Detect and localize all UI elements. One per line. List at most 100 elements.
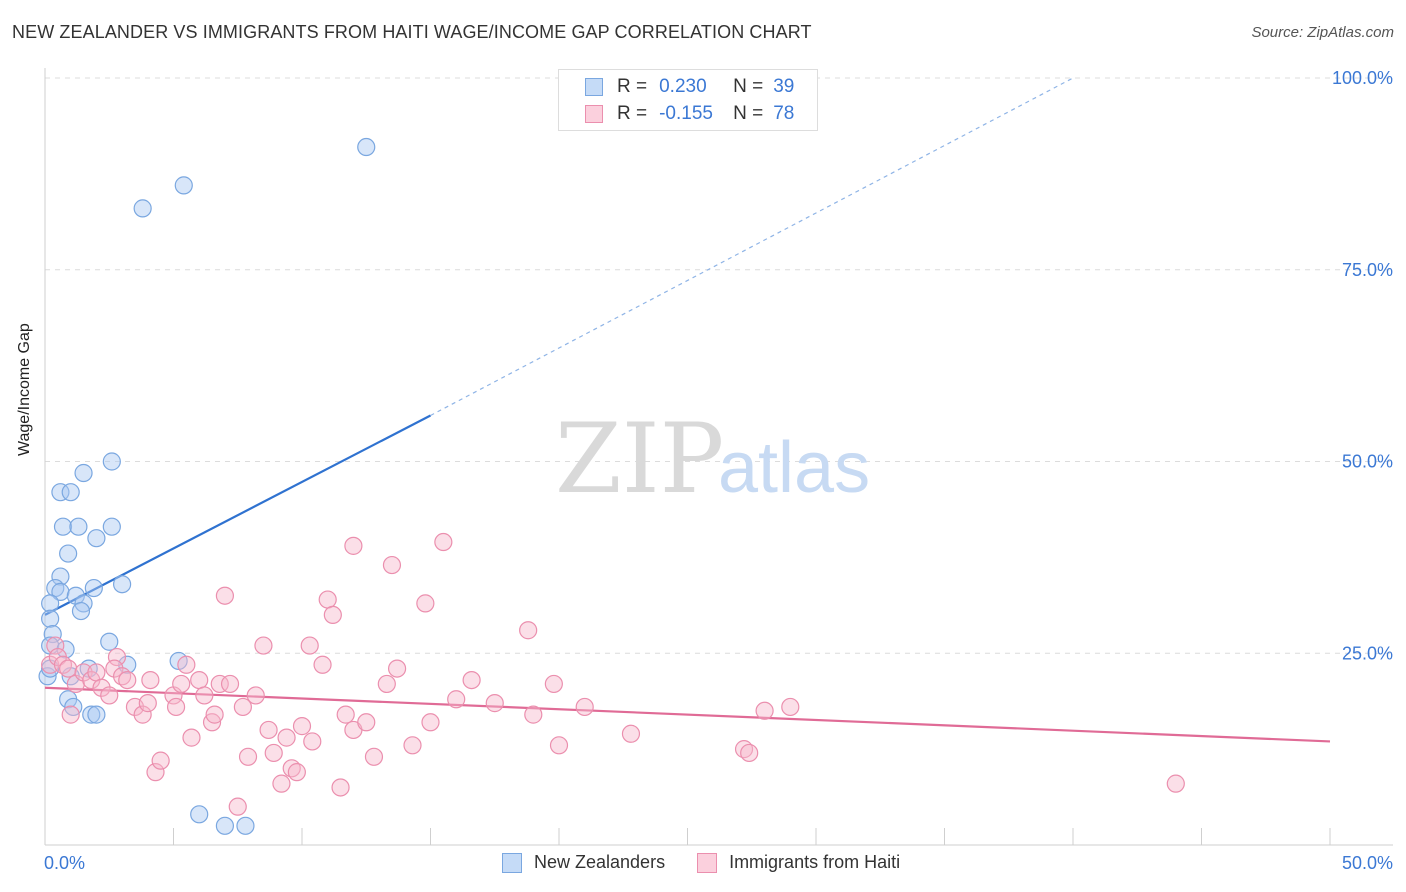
legend-item-new-zealanders[interactable]: New Zealanders: [502, 852, 665, 873]
trend-lines: [44, 77, 1331, 743]
new-zealander-point: [236, 816, 255, 835]
haiti-point: [182, 728, 201, 747]
new-zealander-point: [87, 705, 106, 724]
new-zealander-point: [51, 582, 70, 601]
haiti-point: [177, 655, 196, 674]
new-zealander-point: [51, 567, 70, 586]
new-zealander-point: [102, 452, 121, 471]
haiti-point: [46, 636, 65, 655]
legend-n-value: 39: [773, 76, 795, 97]
haiti-point: [323, 605, 342, 625]
haiti-trend-line: [44, 686, 1331, 743]
new-zealander-point: [84, 578, 103, 598]
haiti-point: [205, 705, 224, 724]
haiti-point: [357, 713, 376, 732]
haiti-point: [331, 778, 350, 797]
haiti-point: [259, 720, 278, 740]
legend-r-value: -0.155: [659, 103, 713, 124]
new-zealander-point: [190, 805, 209, 824]
haiti-point: [118, 670, 137, 690]
new-zealander-point: [102, 517, 121, 536]
haiti-point: [151, 751, 170, 770]
watermark: ZIP atlas: [555, 403, 870, 515]
haiti-point: [462, 670, 481, 690]
haiti-point: [755, 701, 774, 720]
new-zealander-point: [41, 594, 60, 613]
haiti-point: [105, 659, 124, 678]
chart-title: NEW ZEALANDER VS IMMIGRANTS FROM HAITI W…: [12, 22, 812, 42]
new-zealander-point: [61, 483, 80, 502]
new-zealander-point: [87, 529, 106, 548]
haiti-point: [287, 763, 306, 782]
legend-item-haiti[interactable]: Immigrants from Haiti: [697, 852, 900, 873]
legend-swatch-haiti: [697, 852, 718, 873]
haiti-point: [387, 659, 407, 678]
new-zealander-point: [74, 463, 93, 483]
y-tick-label: 75.0%: [1342, 260, 1393, 280]
haiti-point: [233, 697, 252, 717]
correlation-legend: R = 0.230 N = 39 R = -0.155 N = 78: [558, 69, 818, 131]
haiti-point: [544, 674, 563, 694]
new-zealander-point: [53, 517, 73, 536]
legend-n-value: 78: [773, 103, 795, 124]
haiti-point: [210, 674, 229, 694]
legend-n-label: N =: [733, 76, 764, 97]
haiti-point: [1166, 774, 1185, 793]
haiti-point: [215, 586, 234, 605]
x-tick-label: 0.0%: [44, 853, 85, 873]
new-zealander-point: [41, 609, 60, 628]
haiti-point: [621, 724, 641, 743]
legend-n-label: N =: [733, 103, 764, 124]
new-zealanders-trend-line: [44, 414, 432, 616]
haiti-point: [246, 686, 265, 705]
haiti-point: [434, 532, 453, 552]
haiti-point: [61, 705, 80, 724]
x-tick-label: 50.0%: [1342, 853, 1393, 873]
haiti-point: [377, 674, 396, 694]
haiti-point: [447, 690, 466, 709]
haiti-point: [228, 797, 247, 816]
haiti-point: [575, 697, 594, 717]
haiti-point: [277, 728, 296, 747]
legend-row-haiti: R = -0.155 N = 78: [559, 102, 794, 126]
haiti-point: [272, 774, 291, 793]
haiti-point: [364, 747, 384, 766]
legend-swatch-haiti: [585, 105, 603, 123]
haiti-point: [87, 663, 106, 682]
haiti-point: [195, 686, 214, 705]
new-zealander-point: [357, 137, 376, 157]
haiti-point: [781, 697, 800, 717]
haiti-point: [74, 663, 93, 682]
haiti-point: [421, 713, 440, 732]
haiti-point: [220, 674, 240, 694]
source-label: Source: ZipAtlas.com: [1251, 24, 1394, 41]
new-zealander-point: [43, 624, 62, 644]
haiti-point: [59, 659, 78, 678]
haiti-point: [549, 736, 569, 755]
new-zealander-point: [69, 517, 88, 536]
new-zealander-point: [51, 483, 70, 502]
new-zealander-point: [100, 632, 119, 651]
haiti-point: [92, 678, 111, 697]
haiti-point: [172, 674, 191, 694]
data-points: [38, 137, 1185, 835]
legend-row-new-zealanders: R = 0.230 N = 39: [559, 75, 794, 99]
legend-r-label: R =: [617, 76, 648, 97]
new-zealander-point: [71, 601, 91, 621]
y-tick-label: 50.0%: [1342, 452, 1393, 472]
haiti-point: [416, 594, 435, 613]
haiti-point: [485, 694, 504, 713]
new-zealander-point: [56, 640, 75, 659]
y-axis-label: Wage/Income Gap: [16, 323, 33, 456]
legend-r-value: 0.230: [659, 76, 707, 97]
haiti-point: [524, 705, 543, 724]
haiti-point: [41, 655, 60, 674]
new-zealander-point: [133, 199, 152, 218]
haiti-point: [318, 590, 337, 609]
haiti-point: [254, 636, 273, 655]
watermark-zip: ZIP: [555, 403, 724, 515]
haiti-point: [313, 655, 332, 674]
haiti-point: [166, 697, 186, 717]
watermark-atlas: atlas: [718, 428, 870, 508]
